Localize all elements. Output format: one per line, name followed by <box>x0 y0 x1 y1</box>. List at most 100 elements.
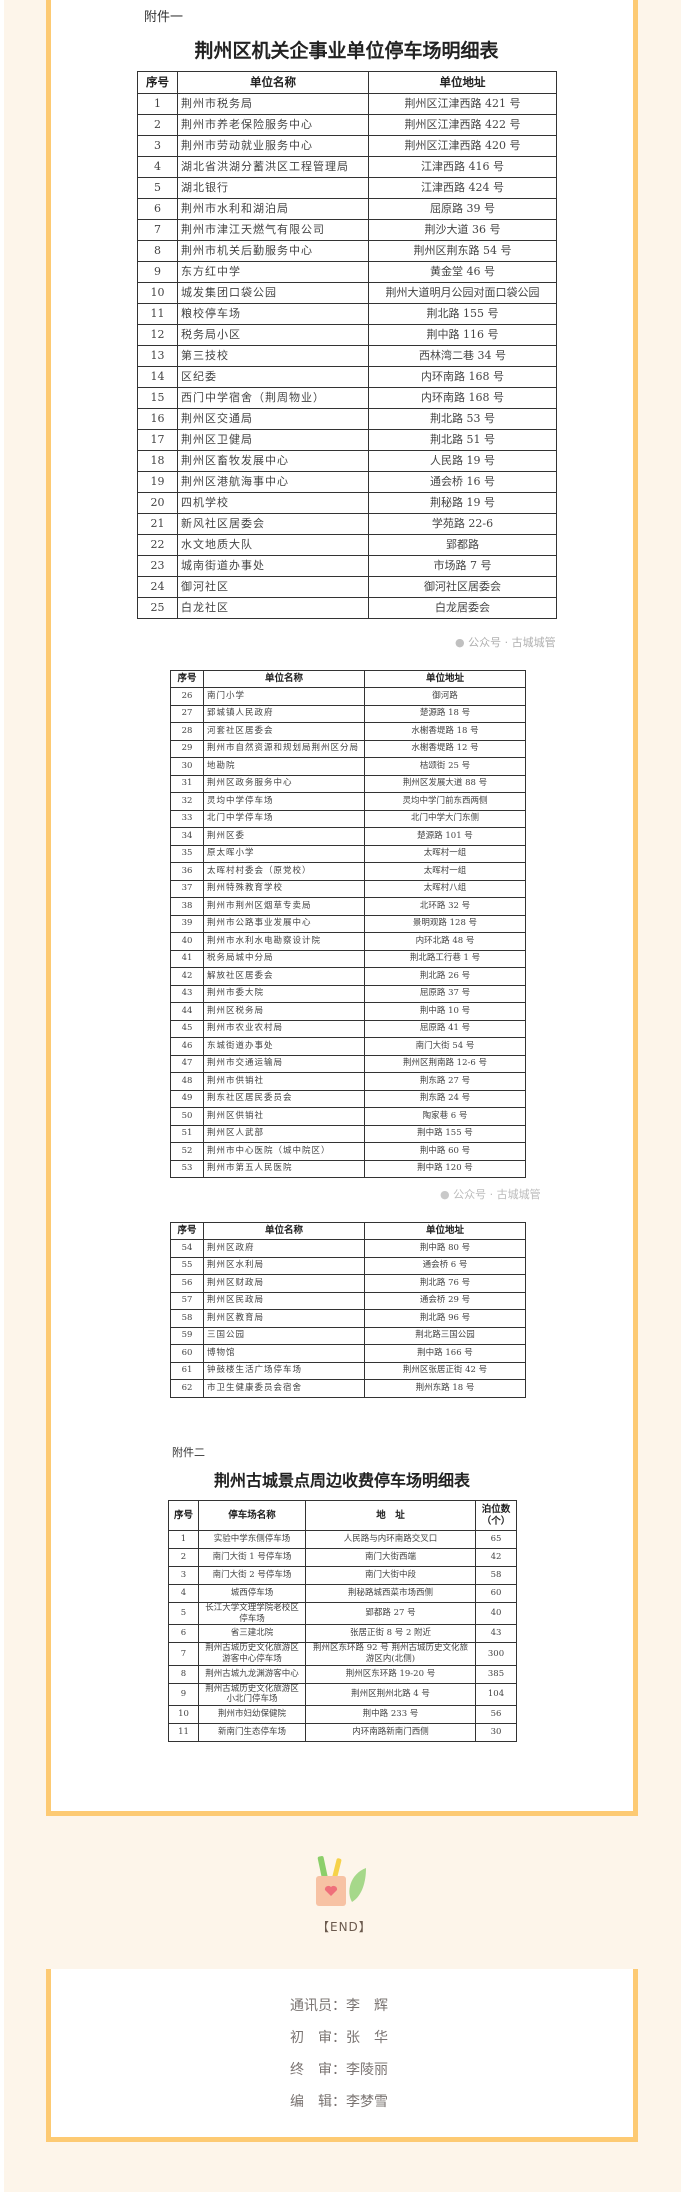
attachment1-table: 序号 单位名称 单位地址 1 荆州市税务局 荆州区江津西路 421 号 2 荆州市养老保险服务… <box>137 71 557 619</box>
cell-index: 9 <box>168 1682 199 1706</box>
table-row: 4 湖北省洪湖分蓄洪区工程管理局 江津西路 416 号 <box>137 156 557 178</box>
cell-name: 荆州区供销社 <box>203 1107 365 1126</box>
cell-address: 太晖村一组 <box>364 862 526 881</box>
cell-address: 荆中路 116 号 <box>368 324 557 346</box>
cell-address: 荆州区荆州北路 4 号 <box>305 1682 476 1706</box>
table-row: 44 荆州区税务局 荆中路 10 号 <box>170 1002 526 1021</box>
column-header: 序号 <box>170 1222 204 1240</box>
cell-index: 44 <box>170 1002 204 1021</box>
cell-index: 24 <box>137 576 178 598</box>
cell-index: 4 <box>137 156 178 178</box>
cell-index: 25 <box>137 597 178 619</box>
cell-address: 荆中路 60 号 <box>364 1142 526 1161</box>
table-row: 53 荆州市第五人民医院 荆中路 120 号 <box>170 1159 526 1178</box>
cell-name: 四机学校 <box>177 492 369 514</box>
table-row: 48 荆州市供销社 荆东路 27 号 <box>170 1072 526 1091</box>
cell-index: 34 <box>170 827 204 846</box>
table-row: 55 荆州区水利局 通会桥 6 号 <box>170 1256 526 1275</box>
table-row: 31 荆州区政务服务中心 荆州区发展大道 88 号 <box>170 774 526 793</box>
cell-name: 博物馆 <box>203 1344 365 1363</box>
cell-index: 26 <box>170 687 204 706</box>
cell-name: 省三建北院 <box>198 1624 306 1644</box>
cell-address: 荆东路 24 号 <box>364 1089 526 1108</box>
cell-address: 人民路与内环南路交叉口 <box>305 1530 476 1549</box>
cell-index: 7 <box>137 219 178 241</box>
cell-name: 南门大街 2 号停车场 <box>198 1566 306 1585</box>
cell-address: 灵均中学门前东西两侧 <box>364 792 526 811</box>
column-header: 序号 <box>137 71 178 94</box>
cell-name: 北门中学停车场 <box>203 809 365 828</box>
cell-address: 荆中路 155 号 <box>364 1124 526 1143</box>
table-row: 1 荆州市税务局 荆州区江津西路 421 号 <box>137 93 557 115</box>
cell-name: 荆东社区居民委员会 <box>203 1089 365 1108</box>
cell-address: 张居正街 8 号 2 附近 <box>305 1624 476 1644</box>
cell-address: 江津西路 416 号 <box>368 156 557 178</box>
cell-address: 北环路 32 号 <box>364 897 526 916</box>
cell-address: 荆州区江津西路 420 号 <box>368 135 557 157</box>
cell-index: 49 <box>170 1089 204 1108</box>
column-header: 停车场名称 <box>198 1500 306 1531</box>
cell-address: 江津西路 424 号 <box>368 177 557 199</box>
cell-index: 1 <box>137 93 178 115</box>
cell-index: 56 <box>170 1274 204 1293</box>
cell-address: 内环南路新南门西侧 <box>305 1722 476 1742</box>
table-row: 1 实验中学东侧停车场 人民路与内环南路交叉口 65 <box>168 1530 517 1549</box>
cell-address: 通会桥 29 号 <box>364 1291 526 1310</box>
cell-address: 荆沙大道 36 号 <box>368 219 557 241</box>
table-row: 12 税务局小区 荆中路 116 号 <box>137 324 557 346</box>
cell-name: 御河社区 <box>177 576 369 598</box>
cell-index: 51 <box>170 1124 204 1143</box>
table-row: 32 灵均中学停车场 灵均中学门前东西两侧 <box>170 792 526 811</box>
cell-index: 42 <box>170 967 204 986</box>
cell-address: 水榭香堤路 12 号 <box>364 739 526 758</box>
cell-address: 人民路 19 号 <box>368 450 557 472</box>
cell-address: 黄金堂 46 号 <box>368 261 557 283</box>
cell-name: 解放社区居委会 <box>203 967 365 986</box>
cell-name: 荆州区教育局 <box>203 1309 365 1328</box>
table-row: 2 南门大街 1 号停车场 南门大街西端 42 <box>168 1548 517 1567</box>
cell-spaces: 60 <box>475 1584 517 1603</box>
table-row: 15 西门中学宿舍（荆周物业） 内环南路 168 号 <box>137 387 557 409</box>
cell-name: 荆州市机关后勤服务中心 <box>177 240 369 262</box>
column-header: 单位名称 <box>203 670 365 688</box>
cell-index: 45 <box>170 1019 204 1038</box>
cell-index: 22 <box>137 534 178 556</box>
cell-name: 荆州市供销社 <box>203 1072 365 1091</box>
cell-name: 税务局城中分局 <box>203 949 365 968</box>
cell-name: 荆州区民政局 <box>203 1291 365 1310</box>
table-row: 41 税务局城中分局 荆北路工行巷 1 号 <box>170 949 526 968</box>
table-row: 61 钟鼓楼生活广场停车场 荆州区张居正街 42 号 <box>170 1361 526 1380</box>
cell-address: 荆州区江津西路 422 号 <box>368 114 557 136</box>
cell-name: 城发集团口袋公园 <box>177 282 369 304</box>
table-row: 57 荆州区民政局 通会桥 29 号 <box>170 1291 526 1310</box>
cell-name: 东城街道办事处 <box>203 1037 365 1056</box>
cell-index: 53 <box>170 1159 204 1178</box>
cell-index: 32 <box>170 792 204 811</box>
table-row: 35 原太晖小学 太晖村一组 <box>170 844 526 863</box>
cell-spaces: 104 <box>475 1682 517 1706</box>
cell-index: 39 <box>170 914 204 933</box>
cell-name: 区纪委 <box>177 366 369 388</box>
cell-address: 荆北路 76 号 <box>364 1274 526 1293</box>
table-row: 34 荆州区委 楚源路 101 号 <box>170 827 526 846</box>
cell-name: 荆州区政务服务中心 <box>203 774 365 793</box>
cell-name: 荆州区财政局 <box>203 1274 365 1293</box>
cell-address: 通会桥 16 号 <box>368 471 557 493</box>
column-header: 单位地址 <box>364 1222 526 1240</box>
cell-index: 7 <box>168 1642 199 1666</box>
table-header-row: 序号 单位名称 单位地址 <box>170 1222 526 1240</box>
cell-index: 43 <box>170 984 204 1003</box>
table-row: 59 三国公园 荆北路三国公园 <box>170 1326 526 1345</box>
table-row: 58 荆州区教育局 荆北路 96 号 <box>170 1309 526 1328</box>
cell-address: 郢都路 27 号 <box>305 1601 476 1626</box>
credits: 通讯员：李 辉 初 审：张 华 终 审：李陵丽 编 辑：李梦雪 <box>290 1995 388 2123</box>
cell-address: 荆州区发展大道 88 号 <box>364 774 526 793</box>
cell-address: 市场路 7 号 <box>368 555 557 577</box>
cell-index: 37 <box>170 879 204 898</box>
cell-address: 荆北路工行巷 1 号 <box>364 949 526 968</box>
cell-index: 31 <box>170 774 204 793</box>
cell-index: 55 <box>170 1256 204 1275</box>
column-header: 单位名称 <box>177 71 369 94</box>
cell-address: 荆秘路 19 号 <box>368 492 557 514</box>
cell-spaces: 40 <box>475 1601 517 1626</box>
